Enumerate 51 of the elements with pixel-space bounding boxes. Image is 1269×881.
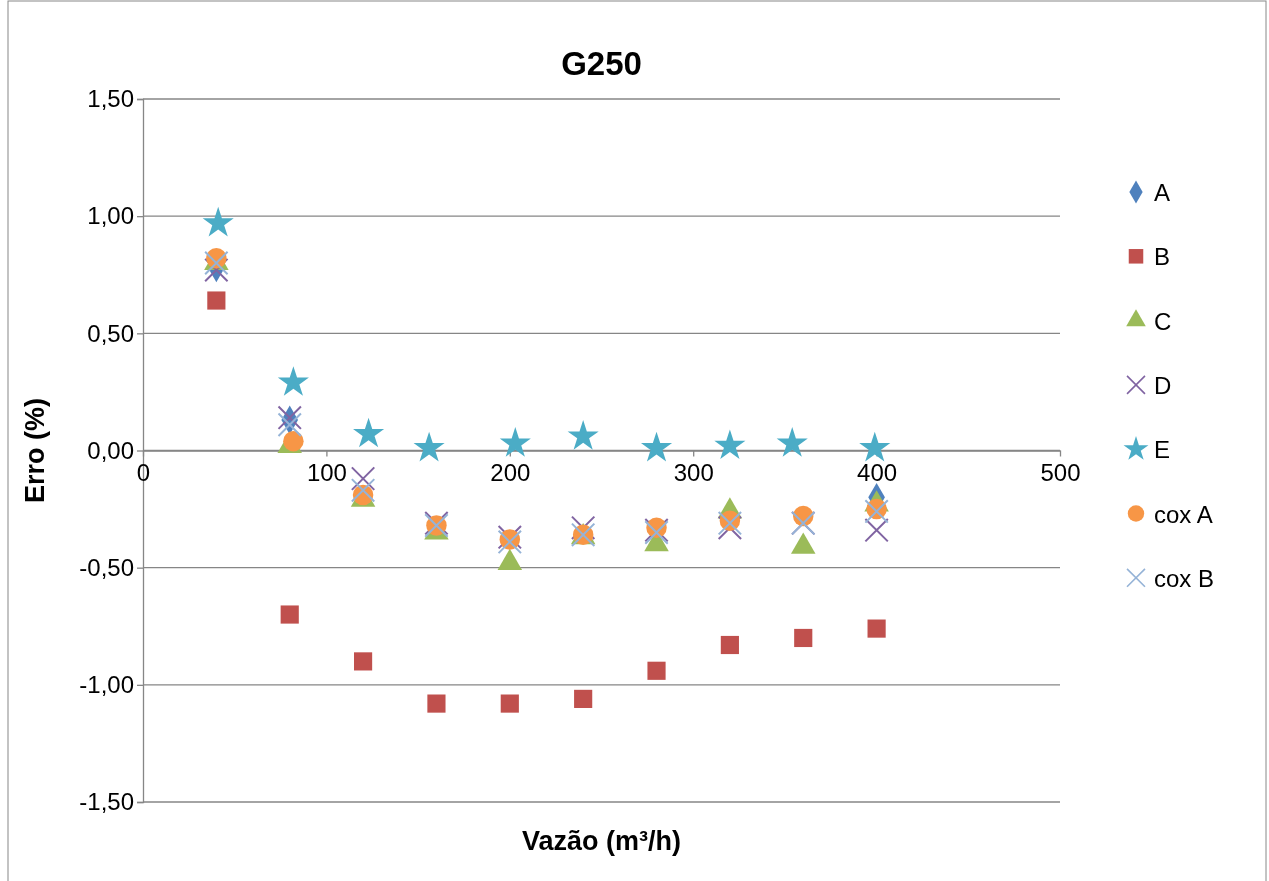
point (277, 405, 302, 430)
point (794, 628, 813, 648)
legend-label: C (1154, 307, 1172, 335)
point (567, 420, 599, 450)
legend-label: cox B (1154, 564, 1215, 592)
x-tick-label: 200 (490, 459, 531, 487)
point (867, 619, 886, 638)
y-tick-label: 1,50 (87, 85, 134, 113)
y-tick-label: -0,50 (79, 553, 134, 581)
x-tick-label: 400 (857, 459, 898, 487)
point (204, 250, 229, 276)
point (427, 694, 446, 713)
legend-label: cox A (1154, 500, 1213, 528)
point (354, 652, 373, 671)
legend-label: D (1154, 371, 1172, 399)
point (720, 635, 739, 655)
legend-label: E (1154, 436, 1171, 464)
y-axis-title: Erro (%) (20, 397, 50, 504)
point (497, 529, 523, 555)
legend-label: B (1154, 243, 1171, 271)
point (776, 427, 808, 457)
point (207, 291, 226, 310)
point (280, 605, 299, 624)
x-axis-title: Vazão (m³/h) (521, 826, 682, 856)
x-tick-label: 0 (136, 459, 151, 487)
legend-label: A (1154, 179, 1171, 206)
y-tick-label: 0,00 (87, 436, 134, 464)
y-tick-label: -1,00 (79, 671, 134, 699)
point (864, 517, 889, 543)
point (714, 429, 746, 460)
y-tick-label: 1,00 (87, 202, 134, 230)
point (500, 694, 519, 713)
point (574, 689, 593, 708)
point (277, 412, 302, 437)
point (350, 466, 376, 491)
point (202, 206, 234, 237)
point (647, 661, 666, 680)
point (640, 431, 673, 462)
point (859, 431, 891, 462)
x-tick-label: 500 (1040, 459, 1081, 487)
point (499, 427, 531, 457)
y-tick-label: 0,50 (87, 319, 134, 347)
y-tick-label: -1,50 (79, 788, 134, 816)
point (350, 478, 376, 503)
x-tick-label: 100 (306, 459, 347, 487)
point (283, 430, 304, 452)
point (413, 431, 445, 462)
chart-title: G250 (561, 45, 642, 82)
point (353, 417, 385, 448)
point (277, 366, 309, 396)
x-tick-label: 300 (673, 459, 714, 487)
